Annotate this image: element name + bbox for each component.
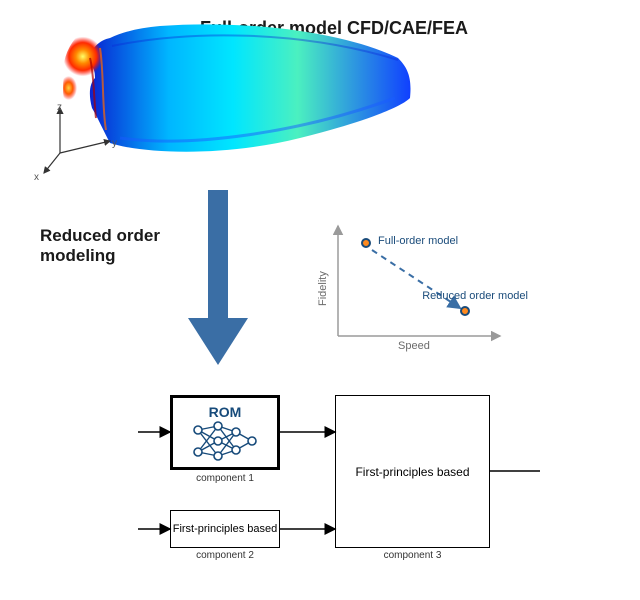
comp2-box: First-principles based (170, 510, 280, 548)
comp1-label: component 1 (170, 473, 280, 484)
comp3-text: First-principles based (355, 465, 469, 479)
reduced-line1: Reduced order (40, 226, 160, 245)
y-axis-label: Fidelity (317, 271, 329, 306)
mini-chart: Full-order model Reduced order model Spe… (310, 218, 510, 358)
x-axis-label: Speed (398, 340, 430, 352)
nn-icon (190, 420, 260, 462)
axis-z: z (57, 102, 62, 113)
rom-box: ROM (170, 395, 280, 470)
comp2-label: component 2 (170, 550, 280, 561)
label-reduced-order: Reduced order modeling (40, 226, 160, 267)
label-point-full: Full-order model (378, 235, 458, 247)
point-rom (460, 306, 470, 316)
diagram-root: Full-order model CFD/CAE/FEA (0, 0, 640, 600)
axis-x: x (34, 172, 39, 183)
axis-y: y (112, 138, 117, 149)
big-arrow-down (188, 190, 248, 370)
cfd-surface (40, 18, 420, 188)
comp3-box: First-principles based (335, 395, 490, 548)
label-point-rom: Reduced order model (408, 290, 528, 302)
comp3-label: component 3 (335, 550, 490, 561)
rom-title: ROM (209, 404, 242, 420)
block-diagram: ROM (100, 395, 570, 590)
comp2-text: First-principles based (173, 523, 278, 535)
reduced-line2: modeling (40, 246, 116, 265)
point-full-order (361, 238, 371, 248)
